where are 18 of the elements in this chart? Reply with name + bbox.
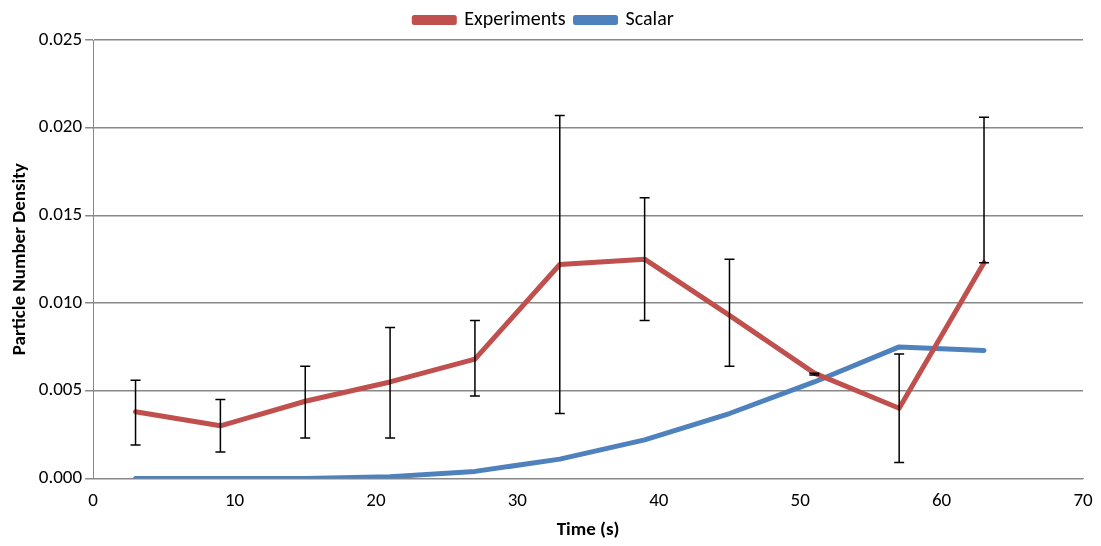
legend-label: Scalar — [625, 6, 674, 30]
x-tick-label: 60 — [931, 487, 952, 511]
x-tick-label: 30 — [507, 487, 528, 511]
y-tick-label: 0.020 — [38, 114, 83, 138]
x-tick-label: 40 — [649, 487, 669, 511]
x-tick-label: 50 — [790, 487, 811, 511]
x-tick-label: 70 — [1073, 487, 1093, 511]
x-tick-label: 0 — [88, 487, 99, 511]
y-tick-label: 0.025 — [38, 26, 83, 50]
legend-label: Experiments — [464, 6, 566, 30]
y-tick-label: 0.015 — [38, 202, 83, 226]
y-tick-label: 0.005 — [38, 377, 83, 401]
x-tick-label: 20 — [366, 487, 386, 511]
y-tick-label: 0.010 — [38, 289, 83, 313]
x-tick-label: 10 — [224, 487, 245, 511]
x-axis-title: Time (s) — [556, 517, 620, 541]
y-axis-title: Particle Number Density — [7, 163, 31, 356]
y-tick-label: 0.000 — [38, 465, 83, 489]
